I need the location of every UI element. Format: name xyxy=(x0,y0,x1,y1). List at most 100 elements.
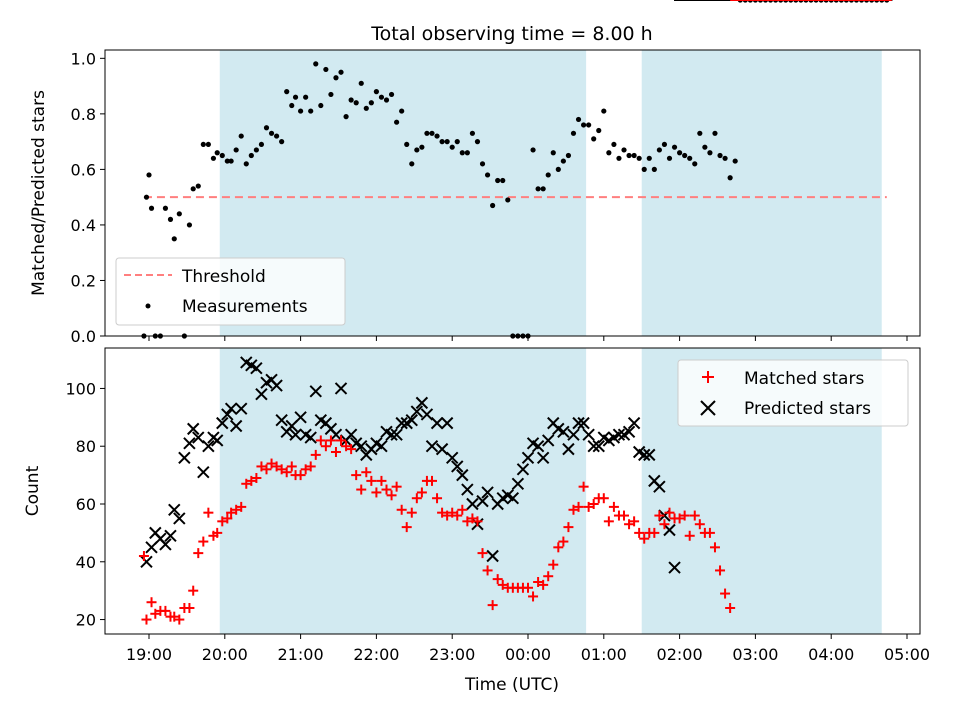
matched-star-point xyxy=(203,507,214,518)
measurement-point xyxy=(308,108,314,114)
measurement-point xyxy=(474,139,481,145)
matched-star-point xyxy=(138,551,149,561)
ratio-y-axis: 0.0 0.2 0.4 0.6 0.8 1.0 xyxy=(71,49,105,346)
predicted-star-point xyxy=(435,442,449,456)
predicted-star-point xyxy=(255,388,268,401)
measurement-point xyxy=(490,202,496,209)
measurement-point xyxy=(707,150,713,156)
predicted-star-point xyxy=(375,440,388,453)
matched-star-point xyxy=(467,513,478,524)
matched-star-point xyxy=(366,475,377,486)
x-tick-label: 21:00 xyxy=(278,645,324,664)
predicted-star-point xyxy=(425,440,439,453)
matched-star-point xyxy=(401,522,412,533)
matched-star-point xyxy=(689,510,700,521)
x-tick-label: 05:00 xyxy=(884,645,930,664)
matched-star-point xyxy=(543,571,554,582)
measurement-point xyxy=(545,172,551,178)
count-legend-box xyxy=(677,359,909,427)
predicted-star-point xyxy=(224,402,238,415)
measurement-point xyxy=(146,172,152,178)
matched-star-point xyxy=(256,461,267,472)
predicted-star-point xyxy=(643,448,656,462)
predicted-star-point xyxy=(451,460,464,473)
matched-star-point xyxy=(573,501,584,512)
measurement-point xyxy=(388,91,395,98)
matched-star-point xyxy=(649,527,660,538)
measurement-point xyxy=(596,127,602,134)
ratio-legend-box xyxy=(115,257,346,326)
predicted-star-point xyxy=(140,555,153,568)
measurement-point xyxy=(616,155,622,161)
matched-star-point xyxy=(709,542,720,553)
measurement-point xyxy=(289,102,295,109)
matched-star-point xyxy=(411,493,422,504)
matched-star-point xyxy=(659,519,670,530)
measurement-point xyxy=(555,166,561,172)
measurement-point xyxy=(722,155,728,161)
predicted-star-point xyxy=(159,538,172,551)
predicted-star-point xyxy=(344,428,358,441)
predicted-star-point xyxy=(638,448,651,462)
predicted-star-point xyxy=(415,396,429,410)
measurement-point xyxy=(586,122,592,128)
predicted-star-point xyxy=(355,440,368,453)
predicted-star-point xyxy=(405,414,418,427)
ratio-legend: Threshold Measurements xyxy=(115,257,346,326)
matched-star-point xyxy=(212,527,223,538)
x-tick-label: 19:00 xyxy=(126,645,172,664)
matched-star-point xyxy=(553,542,564,553)
measurement-point xyxy=(732,158,738,164)
predicted-star-point xyxy=(521,451,535,464)
matched-star-point xyxy=(603,516,614,527)
matched-star-point xyxy=(492,574,503,585)
predicted-star-point xyxy=(486,549,499,563)
measurement-point xyxy=(591,136,597,142)
predicted-star-point xyxy=(183,437,196,450)
matched-star-point xyxy=(188,585,199,596)
y-tick-label: 0.6 xyxy=(71,160,96,179)
matched-star-point xyxy=(346,444,357,455)
matched-star-point xyxy=(300,464,311,475)
legend-measurements-swatch xyxy=(145,303,151,309)
legend-threshold-label: Threshold xyxy=(181,267,266,287)
measurement-point xyxy=(303,94,309,100)
matched-star-point xyxy=(381,484,392,495)
predicted-star-point xyxy=(476,494,489,508)
matched-star-point xyxy=(452,510,463,521)
matched-star-point xyxy=(568,504,579,515)
matched-star-point xyxy=(266,458,277,469)
measurement-point xyxy=(621,147,627,153)
predicted-star-point xyxy=(577,416,590,430)
predicted-star-point xyxy=(216,416,229,430)
count-panel: 20 40 60 80 100 19:00 20:00 21:00 22:00 23:00 00:… xyxy=(23,0,930,695)
matched-star-point xyxy=(315,435,326,446)
matched-star-point xyxy=(276,464,287,475)
measurement-point xyxy=(195,183,201,189)
matched-star-point xyxy=(725,603,736,613)
matched-star-point xyxy=(416,487,427,498)
predicted-star-point xyxy=(592,440,605,453)
measurement-point xyxy=(414,147,420,153)
measurement-point xyxy=(273,133,280,139)
predicted-star-point xyxy=(587,440,600,453)
legend-predicted-swatch xyxy=(700,400,716,416)
measurement-point xyxy=(606,150,612,156)
measurement-point xyxy=(666,155,673,161)
measurement-point xyxy=(243,161,249,167)
x-tick-label: 00:00 xyxy=(505,645,551,664)
predicted-star-point xyxy=(445,451,459,464)
predicted-star-point xyxy=(542,434,555,447)
measurement-point xyxy=(626,152,632,159)
predicted-star-point xyxy=(430,416,444,430)
matched-star-point xyxy=(160,605,171,616)
measurement-point xyxy=(611,141,617,148)
predicted-star-point xyxy=(511,477,525,490)
measurement-point xyxy=(363,105,369,111)
predicted-star-point xyxy=(202,440,215,453)
matched-star-point xyxy=(487,600,498,611)
measurement-point xyxy=(373,89,379,95)
measurement-point xyxy=(205,141,211,148)
matched-star-point xyxy=(406,507,417,518)
matched-star-point xyxy=(523,582,533,593)
